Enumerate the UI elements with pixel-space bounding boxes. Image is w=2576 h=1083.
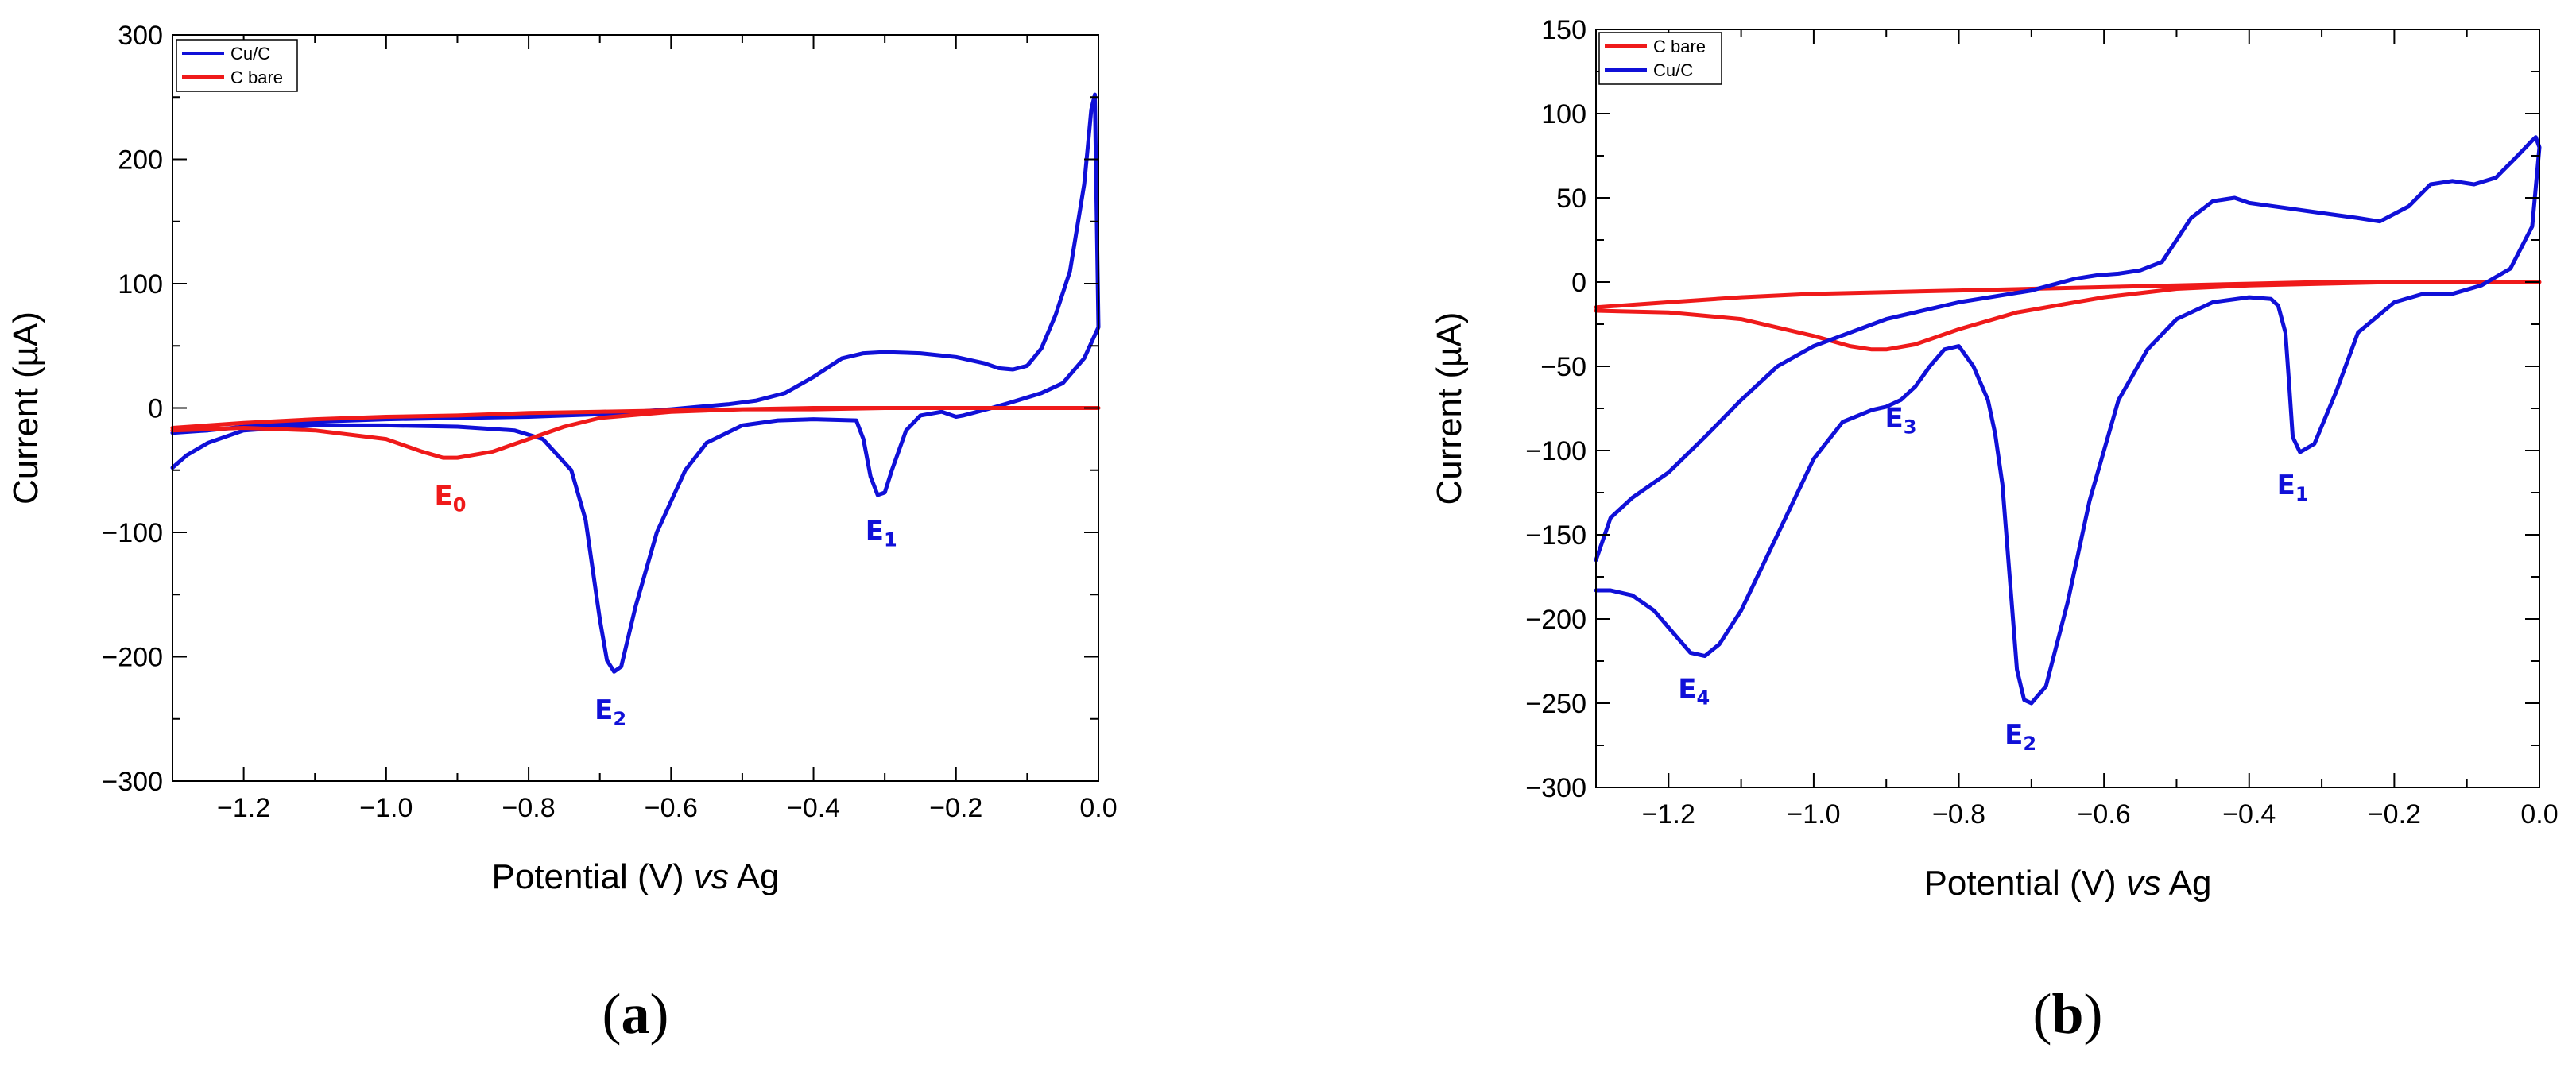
chart-b-y-tick-label: −100 [1525, 436, 1586, 466]
chart-b-x-axis-label: Potential (V) vs Ag [1924, 864, 2212, 903]
chart-b-panel-label: (b) [2032, 982, 2102, 1046]
chart-a-x-tick-label: 0.0 [1079, 793, 1117, 823]
chart-b-legend-label: C bare [1653, 37, 1706, 56]
chart-b-legend-label: Cu/C [1653, 60, 1693, 80]
chart-a-x-tick-label: −1.2 [217, 793, 270, 823]
chart-b-y-tick-label: −300 [1525, 773, 1586, 803]
chart-b-peak-label-e2: E2 [2005, 719, 2036, 755]
chart-a-series-cu-c [170, 92, 1101, 674]
chart-a-panel-label: (a) [602, 982, 669, 1046]
chart-b-y-axis-label: Current (µA) [1430, 312, 1469, 505]
chart-a-x-axis-label: Potential (V) vs Ag [492, 857, 780, 896]
chart-b-peak-label-e4: E4 [1678, 674, 1710, 710]
chart-a-x-tick-label: −1.0 [359, 793, 413, 823]
chart-a-x-tick-label: −0.8 [502, 793, 556, 823]
chart-panel-b: −1.2 −1.0 −0.8 −0.6 −0.4 −0.2 0.0 −300 −250 −200 −… [1430, 15, 2559, 1046]
chart-b-series-c-bare [1594, 280, 2542, 352]
chart-a-legend-box [176, 39, 298, 92]
chart-b-y-tick-label: 100 [1541, 99, 1586, 130]
chart-b-y-tick-label: −250 [1525, 689, 1586, 719]
chart-b-series-cu-c [1594, 135, 2542, 706]
chart-a-y-tick-label: 100 [118, 269, 163, 300]
chart-b-legend-box [1598, 32, 1722, 85]
chart-b-x-tick-label: −0.2 [2368, 799, 2421, 830]
chart-b-peak-label-e3: E3 [1885, 402, 1917, 438]
chart-b-x-tick-label: −1.2 [1642, 799, 1695, 830]
chart-a-y-tick-label: 200 [118, 145, 163, 176]
chart-b-x-tick-label: 0.0 [2520, 799, 2558, 830]
chart-a-y-axis-label: Current (µA) [6, 311, 45, 505]
chart-a-y-tick-label: −200 [102, 643, 163, 673]
chart-panel-a: −1.2 −1.0 −0.8 −0.6 −0.4 −0.2 0.0 −300 −200 −100 0… [6, 21, 1118, 1046]
chart-a-legend-label: Cu/C [230, 44, 270, 64]
chart-a-y-tick-label: −300 [102, 767, 163, 797]
chart-a-x-tick-label: −0.6 [645, 793, 698, 823]
chart-a-series-c-bare [170, 406, 1101, 460]
chart-a-x-tick-label: −0.4 [787, 793, 840, 823]
chart-a-y-tick-label: 0 [148, 394, 163, 424]
chart-b-y-tick-label: 150 [1541, 15, 1586, 45]
chart-b-y-tick-label: −50 [1540, 352, 1586, 382]
chart-b-y-tick-label: 0 [1571, 268, 1586, 298]
chart-b-y-tick-label: −200 [1525, 605, 1586, 635]
chart-a-legend-label: C bare [230, 68, 283, 87]
chart-b-plot-frame [1595, 29, 2540, 788]
chart-a-y-tick-label: −100 [102, 518, 163, 548]
chart-b-x-tick-label: −0.8 [1932, 799, 1985, 830]
chart-b-y-tick-label: 50 [1556, 184, 1586, 214]
chart-a-y-tick-label: 300 [118, 21, 163, 51]
chart-b-x-tick-label: −0.4 [2222, 799, 2276, 830]
chart-b-x-tick-label: −1.0 [1787, 799, 1840, 830]
chart-b-x-tick-label: −0.6 [2078, 799, 2131, 830]
chart-a-x-tick-label: −0.2 [929, 793, 982, 823]
chart-b-y-tick-label: −150 [1525, 520, 1586, 551]
chart-a-peak-label-e0: E0 [435, 481, 467, 516]
chart-b-peak-label-e1: E1 [2277, 470, 2309, 505]
chart-a-peak-label-e1: E1 [866, 515, 897, 551]
chart-a-peak-label-e2: E2 [595, 694, 626, 730]
